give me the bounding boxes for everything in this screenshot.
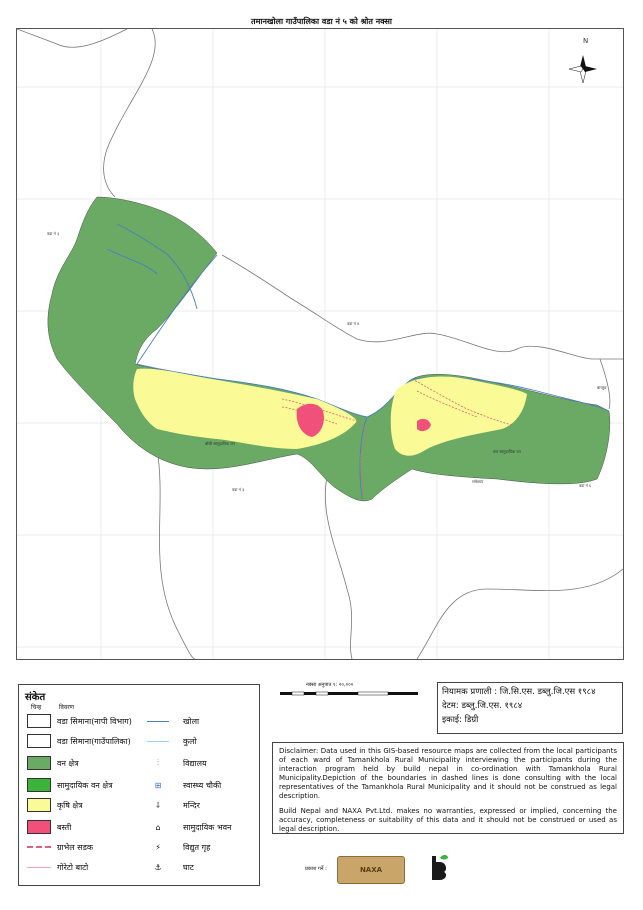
map-frame[interactable]: N वडा नं ३ वडा नं ४ वडा नं ३ वडा नं ६ बा… <box>16 28 624 660</box>
school-icon: ⫶ <box>157 758 159 767</box>
rivers <box>106 223 610 500</box>
legend-label: वन क्षेत्र <box>57 758 79 768</box>
legend-item-agriculture: कृषि क्षेत्र <box>27 797 83 813</box>
legend-label: स्वास्थ्य चौकी <box>183 780 222 790</box>
forest-symbol <box>27 756 51 770</box>
settlement-symbol <box>27 820 51 834</box>
warranty-text: Build Nepal and NAXA Pvt.Ltd. makes no w… <box>279 807 617 833</box>
forest-label-1: बाँसी सामुदायिक वन <box>205 441 235 446</box>
legend-item-forest: वन क्षेत्र <box>27 755 79 771</box>
map-canvas <box>17 29 623 659</box>
legend-label: खोला <box>183 716 200 726</box>
forest-label-2: धार सामुदायिक वन <box>493 449 521 454</box>
legend-title: संकेत <box>25 692 46 703</box>
ward-boundary-municipal-symbol <box>27 734 51 748</box>
datum-line: देटम: डब्लु.जि.एस. १९८४ <box>442 701 523 711</box>
health-post-icon: ⊞ <box>154 780 162 790</box>
legend-label: सामुदायिक वन क्षेत्र <box>57 780 113 790</box>
legend-label: गोरेटो बाटो <box>57 862 89 872</box>
unit-line: इकाई: डिग्री <box>442 715 479 725</box>
legend-item-ward-survey: वडा सिमाना(नापी विभाग) <box>27 713 132 729</box>
legend-label: सामुदायिक भवन <box>183 822 232 832</box>
legend-item-canal: कुलो <box>147 733 197 749</box>
legend-item-health-post: ⊞ स्वास्थ्य चौकी <box>147 777 222 793</box>
gravel-road-symbol <box>27 846 51 848</box>
ward-label-3b: वडा नं ३ <box>232 487 245 492</box>
legend-label: ग्राभेल सडक <box>57 842 94 852</box>
naxa-logo: NAXA <box>337 856 405 884</box>
ward-boundary-survey-symbol <box>27 714 51 728</box>
ward-label-4: वडा नं ४ <box>347 321 360 326</box>
legend-item-river: खोला <box>147 713 199 729</box>
agriculture-symbol <box>27 798 51 812</box>
legend-label: मन्दिर <box>183 800 200 810</box>
canal-line-icon <box>147 740 169 742</box>
temple-icon: ⸸ <box>156 800 160 810</box>
legend-label: घाट <box>183 862 194 872</box>
legend-col-symbol: चिन्ह <box>31 704 42 711</box>
build-nepal-logo <box>432 855 448 880</box>
community-building-icon: ⌂ <box>155 822 161 832</box>
trail-symbol <box>27 866 51 868</box>
legend-item-ghat: ⚓ घाट <box>147 859 194 875</box>
forest-area <box>47 196 611 502</box>
ward-boundaries <box>17 29 623 659</box>
ghat-icon: ⚓ <box>154 862 162 872</box>
legend-item-school: ⫶ विद्यालय <box>147 755 207 771</box>
legend-label: विद्यालय <box>183 758 207 768</box>
scale-bar <box>280 691 418 696</box>
map-title: तमानखोला गाउँपालिका वडा नं ५ को श्रोत नक… <box>251 17 392 26</box>
legend-label: कुलो <box>183 736 197 746</box>
legend-item-gravel-road: ग्राभेल सडक <box>27 839 93 855</box>
disclaimer: Disclaimer: Data used in this GIS-based … <box>272 742 624 834</box>
legend-item-settlement: बस्ती <box>27 819 71 835</box>
publisher-label: प्रकाश गर्ने : <box>305 866 327 872</box>
scale-text: नक्सा अनुपात १: २०,००० <box>306 682 354 688</box>
projection-info: नियामक प्रणाली : जि.सि.एस. डब्लु.जि.एस १… <box>437 682 623 734</box>
settlement-area-east <box>417 418 431 432</box>
legend-item-temple: ⸸ मन्दिर <box>147 797 200 813</box>
legend-label: कृषि क्षेत्र <box>57 800 83 810</box>
ward-label-6: वडा नं ६ <box>579 483 592 488</box>
legend-item-community-forest: सामुदायिक वन क्षेत्र <box>27 777 113 793</box>
legend-item-community-building: ⌂ सामुदायिक भवन <box>147 819 232 835</box>
north-label: N <box>583 37 589 45</box>
legend-label: बस्ती <box>57 822 72 832</box>
agriculture-area-east <box>390 376 527 456</box>
district-label: बाग्लुङ <box>597 385 607 390</box>
projection-line: नियामक प्रणाली : जि.सि.एस. डब्लु.जि.एस १… <box>442 687 596 697</box>
river-line-icon <box>147 720 169 722</box>
legend-item-trail: गोरेटो बाटो <box>27 859 88 875</box>
community-forest-symbol <box>27 778 51 792</box>
power-house-icon: ⚡ <box>155 842 161 852</box>
ward-label-3: वडा नं ३ <box>47 231 60 236</box>
legend-label: विद्युत गृह <box>183 842 211 852</box>
north-arrow-icon <box>568 55 597 84</box>
legend-label: वडा सिमाना(गाउँपालिका) <box>57 736 131 746</box>
gravel-roads <box>281 378 513 498</box>
legend-label: वडा सिमाना(नापी विभाग) <box>57 716 132 726</box>
legend-col-desc: विवरण <box>59 704 75 711</box>
legend: संकेत चिन्ह विवरण वडा सिमाना(नापी विभाग)… <box>18 684 260 886</box>
legend-item-ward-municipal: वडा सिमाना(गाउँपालिका) <box>27 733 131 749</box>
forest-label-3: रामेछाप <box>472 479 484 484</box>
legend-item-power-house: ⚡ विद्युत गृह <box>147 839 210 855</box>
disclaimer-text: Disclaimer: Data used in this GIS-based … <box>279 747 617 800</box>
